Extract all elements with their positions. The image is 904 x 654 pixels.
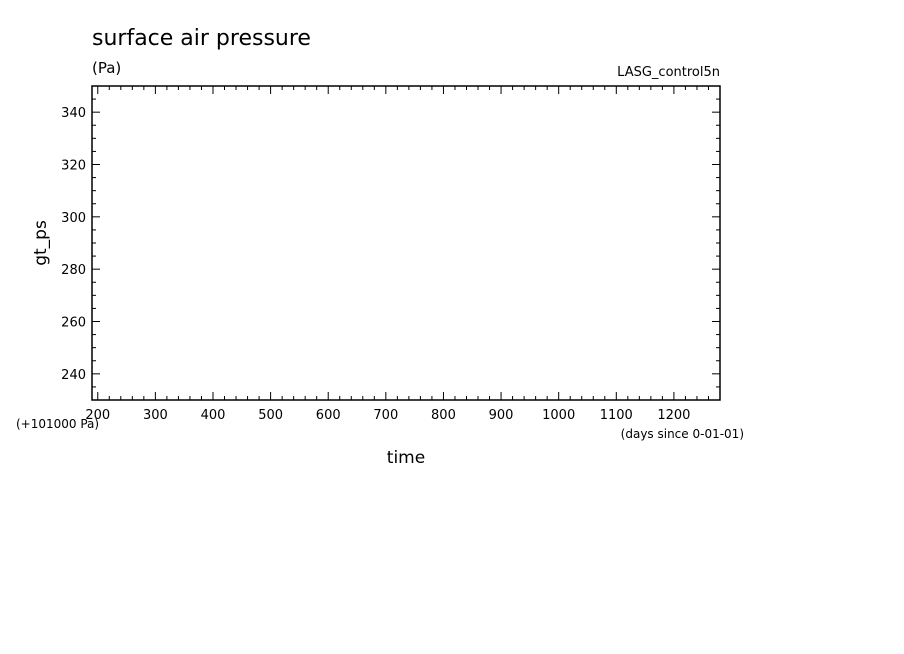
chart-units: (Pa): [92, 59, 121, 77]
x-tick-label: 400: [201, 408, 226, 423]
y-axis-ticks: 240 260 280 300 320 340: [61, 85, 720, 401]
x-tick-label: 500: [258, 408, 283, 423]
plot-frame: [91, 85, 721, 401]
x-tick-label: 700: [373, 408, 398, 423]
y-tick-label: 340: [61, 106, 86, 121]
y-tick-label: 260: [61, 316, 86, 331]
x-tick-label: 600: [316, 408, 341, 423]
x-tick-label: 200: [85, 408, 110, 423]
x-tick-label: 1000: [542, 408, 575, 423]
x-tick-label: 300: [143, 408, 168, 423]
y-tick-label: 280: [61, 263, 86, 278]
x-axis-ticks: 200 300 400 500 600 700 800 900 1000 1100 1200: [85, 86, 721, 423]
x-tick-label: 1100: [600, 408, 633, 423]
x-tick-label: 900: [489, 408, 514, 423]
x-axis-label: time: [387, 448, 425, 468]
y-offset-note: (+101000 Pa): [16, 417, 99, 431]
x-tick-label: 800: [431, 408, 456, 423]
y-tick-label: 300: [61, 211, 86, 226]
y-axis-label: gt_ps: [31, 220, 51, 266]
x-units-note: (days since 0-01-01): [621, 427, 744, 441]
y-tick-label: 320: [61, 159, 86, 174]
dataset-label: LASG_control5n: [617, 65, 720, 80]
chart-title: surface air pressure: [92, 26, 311, 51]
x-tick-label: 1200: [657, 408, 690, 423]
y-tick-label: 240: [61, 368, 86, 383]
